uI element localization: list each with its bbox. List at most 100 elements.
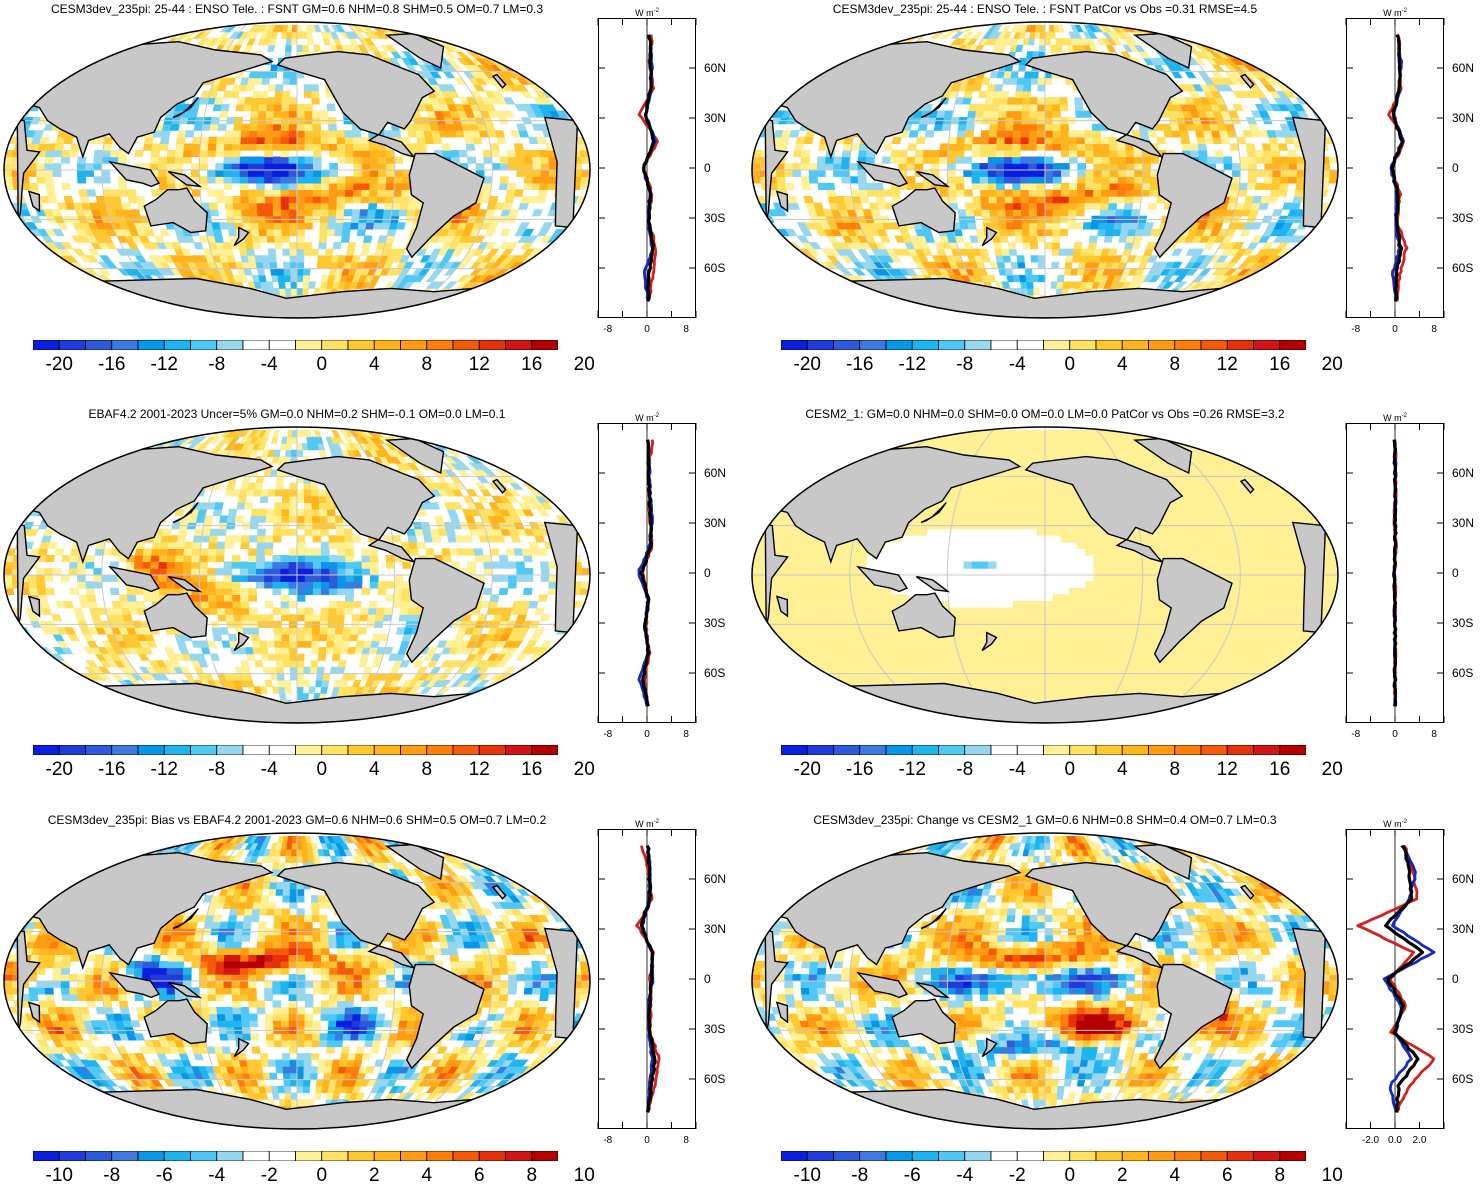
- lat-tick-label: 0: [1452, 566, 1459, 580]
- colorbar: [33, 1151, 558, 1161]
- lat-tick-label: 30S: [704, 211, 725, 225]
- colorbar-label: 0: [1064, 1165, 1076, 1186]
- colorbar-swatch: [58, 340, 86, 350]
- colorbar-label: -12: [150, 759, 178, 780]
- zonal-x-tick-label: 2.0: [1413, 1135, 1427, 1146]
- colorbar-swatch: [781, 745, 808, 755]
- map-border: [3, 832, 591, 1130]
- colorbar-swatch: [321, 1151, 349, 1161]
- colorbar-label: -2: [260, 1165, 278, 1186]
- colorbar-swatch: [1121, 745, 1149, 755]
- map-panel: [3, 832, 591, 1130]
- colorbar-label: -4: [1008, 759, 1026, 780]
- lat-tick-label: 30N: [704, 111, 726, 125]
- colorbar-swatch: [452, 340, 480, 350]
- zonal-units-label: W m-2: [635, 8, 659, 18]
- colorbar-swatch: [400, 340, 428, 350]
- panel-title: CESM2_1: GM=0.0 NHM=0.0 SHM=0.0 OM=0.0 L…: [805, 407, 1285, 421]
- colorbar-swatch: [911, 745, 939, 755]
- colorbar-label: 16: [521, 759, 543, 780]
- colorbar-label: 0: [316, 759, 328, 780]
- colorbar-swatch: [347, 340, 375, 350]
- lat-tick-label: 30N: [1452, 516, 1474, 530]
- colorbar-swatch: [268, 745, 296, 755]
- lat-tick-label: 0: [704, 566, 711, 580]
- colorbar: [781, 745, 1306, 755]
- lat-tick-label: 0: [704, 161, 711, 175]
- colorbar-swatch: [1226, 1151, 1254, 1161]
- colorbar-swatch: [1279, 1151, 1306, 1161]
- colorbar-swatch: [806, 1151, 834, 1161]
- colorbar-swatch: [990, 745, 1018, 755]
- panel-title: EBAF4.2 2001-2023 Uncer=5% GM=0.0 NHM=0.…: [88, 407, 506, 421]
- colorbar-swatch: [885, 745, 913, 755]
- colorbar-swatch: [781, 1151, 808, 1161]
- lat-tick-label: 60N: [1452, 466, 1474, 480]
- lat-tick-label: 30N: [1452, 922, 1474, 936]
- colorbar-swatch: [373, 1151, 401, 1161]
- colorbar-swatch: [1200, 340, 1228, 350]
- lat-tick-label: 30S: [1452, 616, 1473, 630]
- lat-tick-label: 0: [1452, 161, 1459, 175]
- colorbar-swatch: [1174, 340, 1202, 350]
- colorbar-label: -12: [898, 354, 926, 375]
- colorbar-label: -6: [903, 1165, 921, 1186]
- colorbar-label: -20: [793, 354, 821, 375]
- colorbar-swatch: [137, 340, 165, 350]
- zonal-x-tick-label: 0.0: [1388, 1135, 1402, 1146]
- colorbar-swatch: [1043, 745, 1071, 755]
- colorbar-swatch: [1226, 340, 1254, 350]
- colorbar-label: 0: [316, 1165, 328, 1186]
- colorbar-label: 16: [1269, 354, 1291, 375]
- colorbar-label: -8: [956, 759, 974, 780]
- colorbar-swatch: [1095, 1151, 1123, 1161]
- colorbar-swatch: [163, 340, 191, 350]
- colorbar-label: 12: [1216, 759, 1238, 780]
- lat-tick-label: 60N: [704, 61, 726, 75]
- colorbar-swatch: [426, 745, 454, 755]
- colorbar-label: -20: [45, 759, 73, 780]
- colorbar-label: -8: [851, 1165, 869, 1186]
- colorbar-swatch: [911, 1151, 939, 1161]
- colorbar-swatch: [531, 745, 558, 755]
- colorbar-label: -8: [208, 759, 226, 780]
- colorbar-label: -16: [98, 759, 126, 780]
- colorbar-swatch: [1253, 745, 1281, 755]
- zonal-units-label: W m-2: [635, 413, 659, 423]
- colorbar-label: -6: [155, 1165, 173, 1186]
- colorbar-swatch: [859, 340, 887, 350]
- map-panel: [751, 426, 1339, 724]
- lat-tick-label: 60S: [1452, 666, 1473, 680]
- colorbar-swatch: [321, 745, 349, 755]
- colorbar-swatch: [478, 745, 506, 755]
- colorbar-label: 2: [1116, 1165, 1128, 1186]
- colorbar-swatch: [833, 340, 861, 350]
- colorbar-label: 0: [1064, 354, 1076, 375]
- colorbar-swatch: [216, 745, 244, 755]
- colorbar-swatch: [452, 745, 480, 755]
- colorbar-swatch: [1069, 745, 1097, 755]
- map-border: [3, 426, 591, 724]
- colorbar-swatch: [938, 340, 966, 350]
- colorbar-swatch: [531, 1151, 558, 1161]
- colorbar-label: 8: [421, 759, 433, 780]
- colorbar-swatch: [806, 745, 834, 755]
- colorbar-swatch: [859, 745, 887, 755]
- colorbar-swatch: [190, 745, 218, 755]
- colorbar-swatch: [781, 340, 808, 350]
- colorbar-swatch: [1174, 745, 1202, 755]
- colorbar-swatch: [885, 340, 913, 350]
- colorbar-label: 12: [468, 759, 490, 780]
- colorbar-swatch: [242, 745, 270, 755]
- colorbar-swatch: [990, 1151, 1018, 1161]
- colorbar-label: 8: [1169, 759, 1181, 780]
- lat-tick-label: 30S: [704, 1022, 725, 1036]
- lat-tick-label: 60S: [704, 666, 725, 680]
- zonal-x-tick-label: 8: [683, 324, 689, 335]
- colorbar-swatch: [833, 1151, 861, 1161]
- colorbar-swatch: [452, 1151, 480, 1161]
- colorbar-swatch: [990, 340, 1018, 350]
- colorbar-label: 2: [368, 1165, 380, 1186]
- colorbar-label: -10: [45, 1165, 73, 1186]
- colorbar-swatch: [505, 745, 533, 755]
